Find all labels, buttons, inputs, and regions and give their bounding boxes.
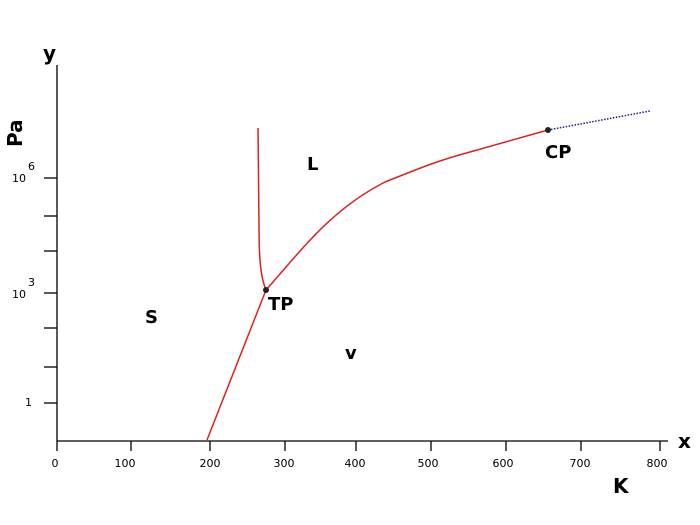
x-tick-label: 500 xyxy=(418,457,439,470)
y-tick-base: 1 xyxy=(25,396,32,409)
triple-point-label: TP xyxy=(268,294,293,315)
vapor-label: v xyxy=(345,343,357,364)
x-tick-label: 600 xyxy=(493,457,514,470)
vaporization-curve xyxy=(265,129,549,291)
critical-point-label: CP xyxy=(545,142,571,163)
solid-label: S xyxy=(145,307,158,328)
y-tick-exponent: 6 xyxy=(28,160,35,173)
x-unit: K xyxy=(613,474,630,498)
critical-point xyxy=(545,127,551,133)
y-tick-exponent: 3 xyxy=(28,276,35,289)
x-tick-label: 300 xyxy=(274,457,295,470)
x-tick-labels: 0 100 200 300 400 500 600 700 800 xyxy=(52,457,668,470)
x-tick-label: 700 xyxy=(570,457,591,470)
y-tick-base: 10 xyxy=(12,172,26,185)
melting-curve xyxy=(257,127,267,291)
y-tick-base: 10 xyxy=(12,288,26,301)
x-axis-label: x xyxy=(678,429,691,453)
supercritical-line xyxy=(547,110,651,131)
x-tick-label: 100 xyxy=(115,457,136,470)
sublimation-curve xyxy=(206,289,267,441)
liquid-label: L xyxy=(307,154,318,175)
y-tick-marks xyxy=(44,177,57,404)
y-unit: Pa xyxy=(3,119,27,147)
x-tick-label: 200 xyxy=(200,457,221,470)
x-tick-label: 400 xyxy=(345,457,366,470)
triple-point xyxy=(263,287,269,293)
x-tick-label: 800 xyxy=(647,457,668,470)
x-tick-marks xyxy=(56,441,661,451)
y-axis-label: y xyxy=(43,41,56,65)
x-tick-label: 0 xyxy=(52,457,59,470)
